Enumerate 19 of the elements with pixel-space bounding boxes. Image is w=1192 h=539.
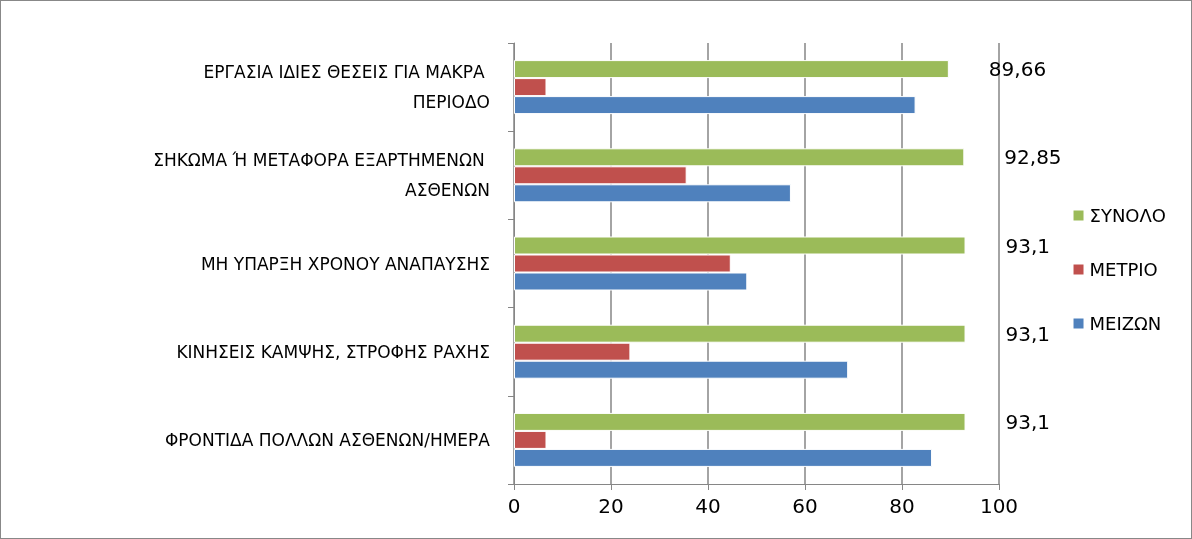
x-tick-label: 100 bbox=[979, 494, 1019, 518]
data-label: 93,1 bbox=[1005, 321, 1051, 346]
x-tick-label: 0 bbox=[507, 494, 521, 518]
x-tick-label: 80 bbox=[889, 494, 915, 518]
y-tick-label: ΕΡΓΑΣΙΑ ΙΔΙΕΣ ΘΕΣΕΙΣ ΓΙΑ ΜΑΚΡΑ ΠΕΡΙΟΔΟ bbox=[203, 62, 490, 113]
data-label: 89,66 bbox=[988, 57, 1047, 82]
legend-label: ΜΕΙΖΩΝ bbox=[1089, 313, 1162, 334]
y-tick-label: ΦΡΟΝΤΙΔΑ ΠΟΛΛΩΝ ΑΣΘΕΝΩΝ/ΗΜΕΡΑ bbox=[164, 429, 491, 450]
data-label: 93,1 bbox=[1005, 409, 1051, 434]
y-tick-label: ΜΗ ΥΠΑΡΞΗ ΧΡΟΝΟΥ ΑΝΑΠΑΥΣΗΣ bbox=[200, 253, 490, 274]
x-tick-label: 20 bbox=[598, 494, 624, 518]
x-tick-label: 60 bbox=[792, 494, 818, 518]
data-label: 92,85 bbox=[1004, 145, 1062, 170]
y-tick-label: ΣΗΚΩΜΑ Ή ΜΕΤΑΦΟΡΑ ΕΞΑΡΤΗΜΕΝΩΝ ΑΣΘΕΝΩΝ bbox=[153, 150, 490, 201]
x-tick-label: 40 bbox=[695, 494, 721, 518]
y-tick-label: ΚΙΝΗΣΕΙΣ ΚΑΜΨΗΣ, ΣΤΡΟΦΗΣ ΡΑΧΗΣ bbox=[176, 341, 490, 362]
data-label: 93,1 bbox=[1005, 233, 1051, 258]
legend-label: ΜΕΤΡΙΟ bbox=[1089, 259, 1158, 280]
legend-label: ΣΥΝΟΛΟ bbox=[1089, 205, 1166, 226]
